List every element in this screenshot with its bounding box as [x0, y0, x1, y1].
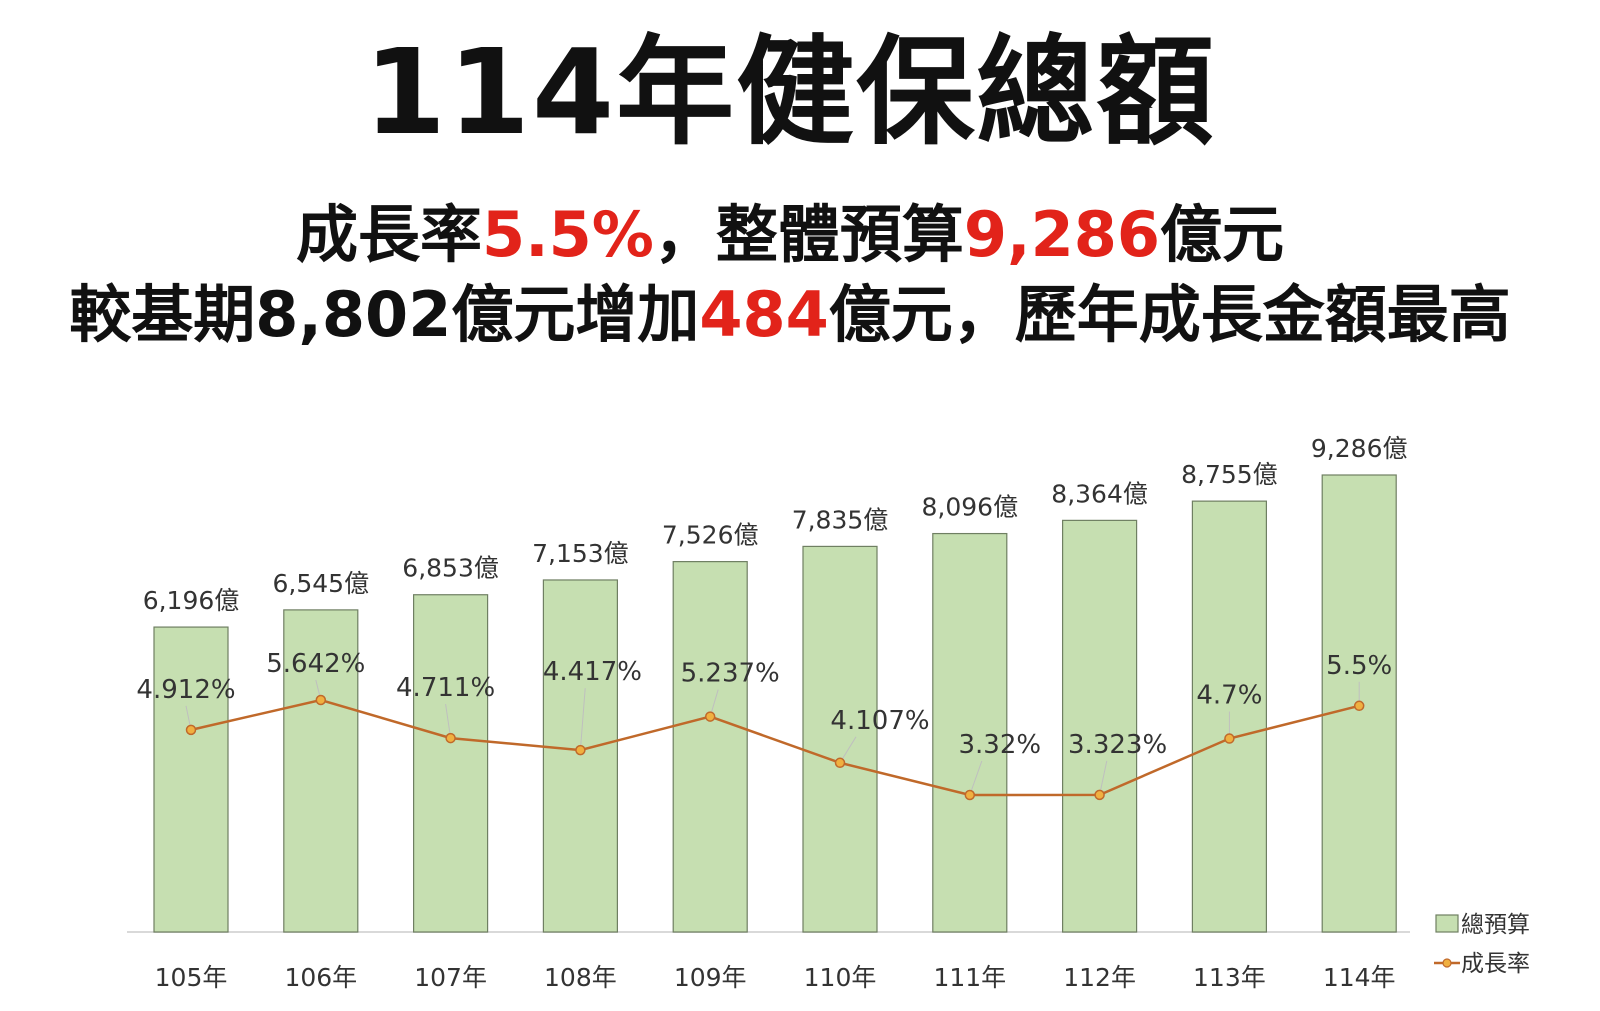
x-tick-label-5: 110年 — [804, 963, 877, 992]
rate-label-0: 4.912% — [136, 675, 235, 705]
bar-label-7: 8,364億 — [1051, 479, 1148, 508]
legend-line-marker — [1442, 958, 1452, 968]
legend-bar-label: 總預算 — [1461, 912, 1530, 938]
x-tick-label-9: 114年 — [1323, 963, 1396, 992]
bar-label-0: 6,196億 — [143, 586, 240, 615]
bar-label-6: 8,096億 — [922, 493, 1019, 522]
bar-3 — [542, 579, 619, 933]
budget-prefix: ，整體預算 — [653, 198, 964, 271]
bar-5 — [802, 545, 878, 933]
rate-point-4 — [704, 711, 716, 722]
bar-label-5: 7,835億 — [792, 505, 889, 534]
bar-label-1: 6,545億 — [273, 569, 370, 598]
rate-label-9: 5.5% — [1326, 651, 1392, 681]
growth-rate-prefix: 成長率 — [295, 198, 482, 271]
increase-value: 484 — [699, 278, 829, 351]
rate-label-4: 5.237% — [681, 659, 780, 689]
legend-bar-swatch — [1435, 914, 1459, 933]
subtitle-line-1: 成長率5.5%，整體預算9,286億元 — [0, 196, 1580, 274]
rate-point-0 — [185, 724, 197, 736]
bar-label-4: 7,526億 — [662, 521, 759, 550]
x-tick-label-8: 113年 — [1193, 963, 1266, 992]
bar-7 — [1061, 519, 1138, 933]
increase-suffix: 億元，歷年成長金額最高 — [828, 278, 1511, 351]
rate-point-1 — [315, 694, 327, 706]
bar-1 — [283, 609, 359, 933]
bar-0 — [153, 626, 229, 933]
bar-label-8: 8,755億 — [1181, 460, 1278, 489]
rate-point-7 — [1094, 789, 1105, 801]
bar-6 — [932, 532, 1008, 933]
budget-unit: 億元 — [1160, 198, 1285, 271]
growth-rate-value: 5.5% — [481, 198, 654, 271]
rate-point-6 — [964, 789, 976, 801]
bar-label-2: 6,853億 — [402, 554, 499, 583]
x-tick-label-3: 108年 — [544, 963, 617, 992]
x-tick-label-0: 105年 — [155, 963, 228, 992]
legend-line-label: 成長率 — [1461, 951, 1530, 977]
x-tick-label-6: 111年 — [933, 963, 1006, 992]
rate-point-5 — [834, 757, 846, 769]
bar-2 — [413, 594, 489, 933]
rate-label-1: 5.642% — [266, 649, 365, 679]
rate-leader-6 — [969, 760, 983, 796]
rate-label-8: 4.7% — [1196, 681, 1262, 711]
x-tick-label-2: 107年 — [414, 963, 487, 992]
x-tick-label-1: 106年 — [284, 963, 357, 992]
rate-point-8 — [1224, 733, 1235, 744]
growth-rate-line — [190, 698, 1360, 797]
subtitle-line-2: 較基期8,802億元增加484億元，歷年成長金額最高 — [0, 276, 1580, 354]
x-tick-label-7: 112年 — [1063, 963, 1136, 992]
base-prefix: 較基期8,802億元增加 — [69, 278, 700, 351]
rate-label-7: 3.323% — [1068, 730, 1167, 760]
rate-label-3: 4.417% — [543, 657, 642, 687]
rate-point-9 — [1353, 700, 1365, 712]
rate-point-3 — [575, 744, 586, 756]
rate-label-5: 4.107% — [830, 706, 929, 736]
rate-label-2: 4.711% — [396, 673, 495, 703]
rate-leader-2 — [445, 704, 452, 739]
bar-label-9: 9,286億 — [1311, 434, 1408, 463]
rate-leader-7 — [1099, 760, 1108, 795]
bar-label-3: 7,153億 — [532, 539, 629, 568]
bar-4 — [672, 561, 748, 933]
rate-label-6: 3.32% — [958, 730, 1041, 760]
x-tick-label-4: 109年 — [674, 963, 747, 992]
rate-point-2 — [445, 732, 456, 744]
page-title: 114年健保總額 — [363, 23, 1217, 161]
budget-value: 9,286 — [963, 198, 1161, 271]
rate-leader-3 — [579, 688, 586, 751]
